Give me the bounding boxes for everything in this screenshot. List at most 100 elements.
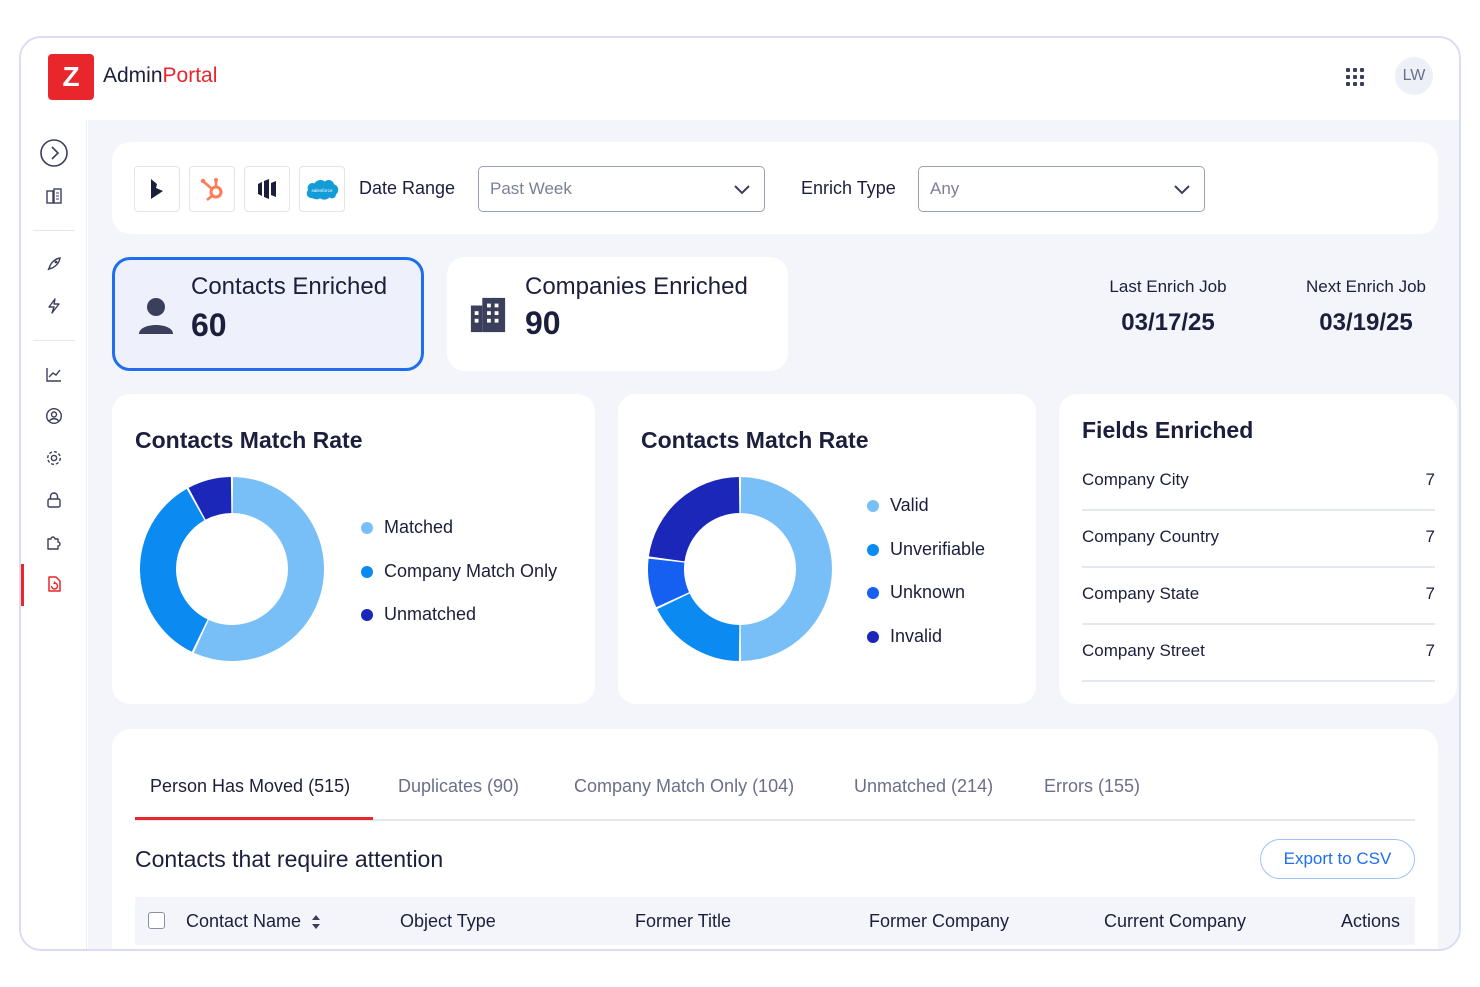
table-header: Contact Name Object Type Former Title Fo… — [135, 897, 1415, 945]
tab-company-match-only[interactable]: Company Match Only (104) — [574, 776, 795, 796]
legend-label: Unverifiable — [890, 539, 986, 559]
lock-icon[interactable] — [43, 489, 65, 511]
field-row: Company State 7 — [1082, 568, 1435, 625]
sidebar — [21, 120, 87, 949]
filter-bar: salesforce Date Range Past Week Enrich T… — [112, 142, 1438, 234]
next-enrich-job: Next Enrich Job 03/19/25 — [1286, 277, 1446, 337]
export-csv-button[interactable]: Export to CSV — [1260, 839, 1415, 879]
legend-dot — [867, 499, 879, 512]
sort-icon[interactable] — [311, 914, 321, 930]
expand-sidebar-icon[interactable] — [39, 138, 69, 168]
field-row: Company Country 7 — [1082, 511, 1435, 568]
sidebar-divider — [33, 340, 75, 341]
date-range-value: Past Week — [490, 179, 572, 198]
select-all-checkbox[interactable] — [148, 912, 165, 929]
donut-slice-matched[interactable] — [193, 477, 325, 661]
gear-icon[interactable] — [43, 447, 65, 469]
field-name: Company State — [1082, 584, 1200, 603]
building-icon[interactable] — [43, 185, 65, 207]
sidebar-divider — [33, 230, 75, 231]
companies-enriched-card[interactable]: Companies Enriched 90 — [447, 257, 788, 371]
legend-label: Unmatched — [384, 604, 477, 624]
field-name: Company Street — [1082, 641, 1205, 660]
companies-enriched-label: Companies Enriched — [525, 273, 748, 300]
legend-item-unverifiable: Unverifiable — [867, 539, 985, 560]
match-rate-card-1: Contacts Match Rate Matched Company Matc… — [112, 394, 595, 704]
contacts-enriched-label: Contacts Enriched — [191, 273, 388, 300]
legend-dot — [361, 565, 373, 578]
legend-dot — [867, 586, 879, 599]
app-title[interactable]: AdminPortal — [103, 64, 217, 88]
donut-slice-unknown[interactable] — [648, 558, 690, 608]
user-circle-icon[interactable] — [43, 405, 65, 427]
match-rate-donut-2 — [648, 477, 832, 661]
companies-enriched-value: 90 — [525, 305, 561, 341]
donut-slice-invalid[interactable] — [648, 477, 740, 562]
avatar[interactable]: LW — [1395, 57, 1433, 95]
column-former-title: Former Title — [635, 911, 732, 931]
app-window: Z AdminPortal LW — [19, 36, 1461, 951]
donut-slice-unmatched[interactable] — [188, 477, 232, 520]
field-count: 7 — [1425, 527, 1435, 546]
column-object-type: Object Type — [400, 911, 496, 931]
hubspot-icon[interactable] — [189, 166, 235, 212]
legend-label: Invalid — [890, 626, 943, 646]
column-contact-name[interactable]: Contact Name — [186, 911, 321, 932]
enrich-type-select[interactable]: Any — [918, 166, 1205, 212]
column-current-company: Current Company — [1104, 911, 1247, 931]
legend-item-matched: Matched — [361, 517, 453, 538]
tab-duplicates[interactable]: Duplicates (90) — [398, 776, 520, 796]
lightning-icon[interactable] — [43, 295, 65, 317]
tab-errors[interactable]: Errors (155) — [1044, 776, 1141, 796]
field-row: Company City 7 — [1082, 454, 1435, 511]
field-count: 7 — [1425, 584, 1435, 603]
puzzle-icon[interactable] — [43, 531, 65, 553]
match-rate-card-2: Contacts Match Rate Valid Unverifiable U… — [618, 394, 1036, 704]
column-label: Contact Name — [186, 911, 302, 931]
chart-title: Contacts Match Rate — [641, 427, 869, 453]
contacts-enriched-card[interactable]: Contacts Enriched 60 — [112, 257, 424, 371]
donut-slice-valid[interactable] — [740, 477, 832, 661]
top-bar: Z AdminPortal LW — [21, 38, 1459, 120]
section-title: Contacts that require attention — [135, 846, 444, 872]
legend-dot — [361, 608, 373, 621]
legend-item-valid: Valid — [867, 495, 929, 516]
donut-slice-unverifiable[interactable] — [657, 593, 740, 661]
legend-item-unmatched: Unmatched — [361, 604, 476, 625]
last-enrich-job-label: Last Enrich Job — [1109, 277, 1227, 296]
contacts-enriched-value: 60 — [191, 307, 227, 343]
salesforce-wordmark: salesforce — [311, 188, 333, 193]
salesforce-icon[interactable]: salesforce — [299, 166, 345, 212]
donut-slice-company-match-only[interactable] — [139, 488, 208, 652]
last-enrich-job: Last Enrich Job 03/17/25 — [1088, 277, 1248, 337]
legend-item-company-match-only: Company Match Only — [361, 561, 557, 582]
enrich-type-value: Any — [930, 179, 960, 198]
enrich-file-icon[interactable] — [43, 573, 65, 595]
enrich-type-label: Enrich Type — [801, 178, 896, 198]
rocket-icon[interactable] — [43, 253, 65, 275]
brand-accent: Portal — [162, 64, 218, 87]
field-name: Company City — [1082, 470, 1189, 489]
legend-item-invalid: Invalid — [867, 626, 942, 647]
chevron-down-icon — [1174, 185, 1190, 195]
active-tab-indicator — [135, 817, 373, 820]
chart-title: Contacts Match Rate — [135, 427, 363, 453]
tab-unmatched[interactable]: Unmatched (214) — [854, 776, 994, 796]
analytics-icon[interactable] — [43, 363, 65, 385]
legend-item-unknown: Unknown — [867, 582, 965, 603]
chevron-down-icon — [734, 185, 750, 195]
tab-person-has-moved[interactable]: Person Has Moved (515) — [150, 776, 351, 796]
person-icon — [139, 298, 173, 334]
brand-primary: Admin — [103, 64, 163, 87]
next-enrich-job-label: Next Enrich Job — [1306, 277, 1426, 296]
dynamics-icon[interactable] — [134, 166, 180, 212]
sidebar-active-indicator — [21, 564, 24, 606]
next-enrich-job-value: 03/19/25 — [1319, 309, 1413, 336]
marketo-icon[interactable] — [244, 166, 290, 212]
legend-dot — [867, 630, 879, 643]
attention-table-card: Person Has Moved (515) Duplicates (90) C… — [112, 729, 1438, 949]
field-row: Company Street 7 — [1082, 625, 1435, 682]
logo-icon[interactable]: Z — [48, 54, 94, 100]
apps-grid-icon[interactable] — [1346, 68, 1364, 86]
date-range-select[interactable]: Past Week — [478, 166, 765, 212]
